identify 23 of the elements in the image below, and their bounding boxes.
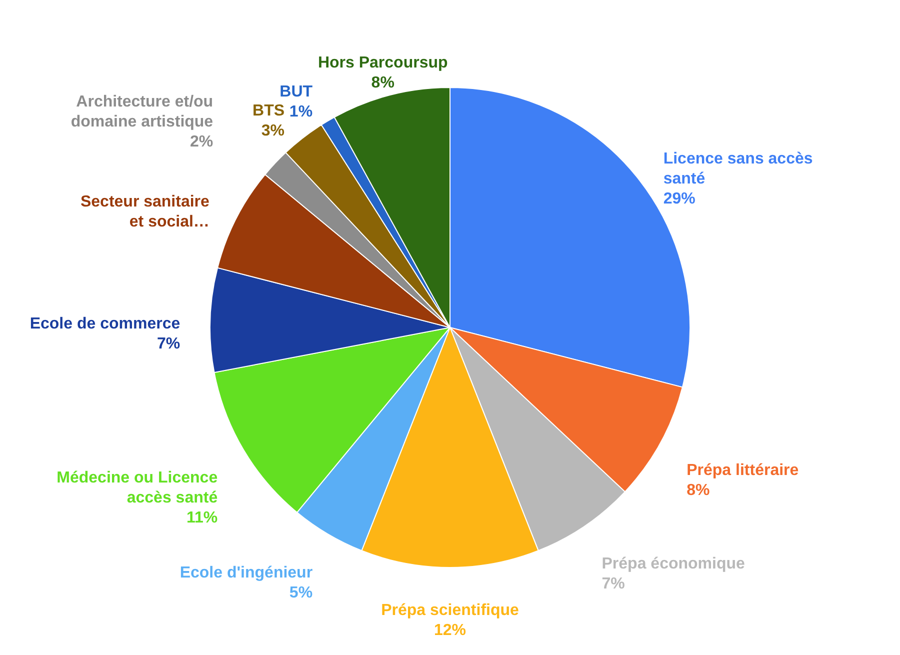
slice-label: Prépa littéraire [686, 462, 799, 480]
data-label: 5% [289, 584, 313, 602]
data-label: 8% [686, 482, 710, 500]
slice-label: Architecture et/ou domaine artistique [70, 94, 214, 131]
slice-label: Secteur sanitaire et social… [80, 193, 210, 230]
data-label: 11% [186, 509, 218, 526]
slice-label: BUT [280, 84, 313, 101]
data-label: 7% [602, 575, 625, 592]
slice-label: Prépa économique [602, 555, 746, 572]
data-label: 8% [371, 74, 394, 92]
data-label: 3% [261, 122, 285, 140]
data-label: 29% [663, 190, 696, 208]
slice-label: Hors Parcoursup [318, 54, 448, 72]
slice-label: Licence sans accès santé [663, 150, 813, 188]
data-label: 2% [190, 134, 214, 151]
data-label: 7% [157, 336, 180, 353]
slice-label: Ecole d'ingénieur [180, 564, 313, 582]
slice-label: BTS [252, 102, 285, 120]
data-label: 12% [434, 622, 466, 639]
slice-label: Ecole de commerce [30, 316, 180, 333]
slice-label: Médecine ou Licence accès santé [56, 469, 218, 506]
slice-label: Prépa scientifique [381, 602, 520, 619]
data-label: 1% [289, 104, 313, 121]
